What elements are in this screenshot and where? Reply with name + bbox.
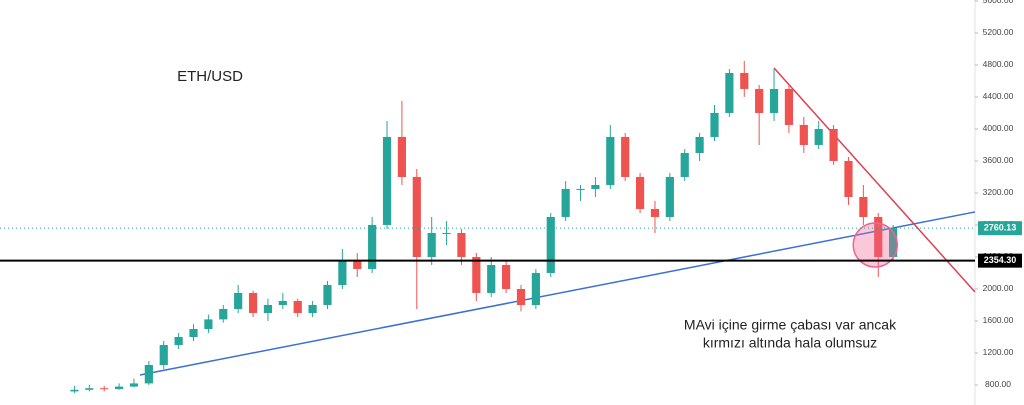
candle-body [829, 128, 838, 161]
candle-body [219, 308, 228, 320]
y-tick-label: 5600.00 [983, 0, 1014, 5]
candle-body [859, 196, 868, 217]
candle-body [665, 176, 674, 217]
candle-body [397, 136, 407, 177]
candle-body [144, 364, 153, 384]
candle-body [234, 292, 243, 309]
candle-body [799, 124, 808, 145]
candle-body [472, 256, 481, 293]
candle-body [442, 232, 451, 234]
chart-title: ETH/USD [177, 68, 243, 85]
y-tick-label: 4400.00 [983, 91, 1014, 101]
candle-body [293, 300, 302, 313]
candle-body [412, 176, 421, 257]
candle-body [769, 88, 779, 113]
candle-body [189, 328, 198, 337]
price-label-box [978, 253, 1022, 268]
candle-body [159, 344, 168, 365]
candle-body [531, 272, 540, 305]
candle-body [487, 264, 496, 293]
candle-body [695, 136, 704, 153]
candle-body [844, 160, 853, 197]
candle-body [353, 260, 362, 269]
candle-body [680, 152, 689, 177]
candle-body [382, 136, 392, 225]
price-label: 2354.30 [984, 255, 1017, 265]
candle-body [502, 264, 511, 289]
candle-body [591, 184, 600, 189]
candle-body [561, 188, 570, 217]
y-tick-label: 800.00 [985, 379, 1011, 389]
candle-body [129, 383, 139, 387]
candle-body [204, 319, 213, 329]
y-tick-label: 1600.00 [983, 315, 1014, 325]
candle-body [889, 228, 898, 257]
candle-body [621, 136, 630, 177]
candle-body [725, 72, 734, 113]
candle-body [278, 300, 287, 305]
candle-body [755, 88, 764, 113]
highlight-circle [852, 222, 899, 268]
candle-body [248, 292, 258, 313]
y-tick-label: 2000.00 [983, 283, 1014, 293]
price-label: 2760.13 [984, 223, 1017, 233]
y-tick-label: 4800.00 [983, 59, 1014, 69]
candle-body [516, 288, 526, 305]
candle-body [874, 216, 883, 257]
candle-body [308, 304, 317, 313]
candle-body [85, 388, 94, 390]
candle-body [368, 224, 377, 269]
candle-body [710, 112, 719, 137]
candle-body [814, 128, 823, 145]
candle-body [338, 260, 347, 285]
candle-body [740, 72, 749, 89]
annotation: MAvi içine girme çabası var ancak [684, 317, 897, 333]
candle-body [650, 208, 660, 217]
candle-body [635, 176, 645, 209]
candle-body [606, 136, 615, 185]
candle-body [427, 232, 436, 257]
candle-body [114, 386, 124, 389]
trendline [773, 67, 976, 293]
candle-body [263, 304, 273, 313]
candle-body [457, 232, 466, 257]
candle-body [100, 388, 109, 390]
candle-body [576, 188, 585, 190]
candle-body [784, 88, 794, 125]
y-tick-label: 3600.00 [983, 155, 1014, 165]
y-tick-label: 4000.00 [983, 123, 1014, 133]
y-tick-label: 3200.00 [983, 187, 1014, 197]
trendline [139, 211, 976, 376]
price-label-box [978, 221, 1022, 236]
y-tick-label: 1200.00 [983, 347, 1014, 357]
candle-body [174, 336, 183, 345]
candle-body [546, 216, 555, 273]
candle-body [323, 284, 332, 305]
candle-body [70, 389, 79, 392]
annotation: kırmızı altında hala olumsuz [703, 335, 877, 351]
y-tick-label: 5200.00 [983, 27, 1014, 37]
